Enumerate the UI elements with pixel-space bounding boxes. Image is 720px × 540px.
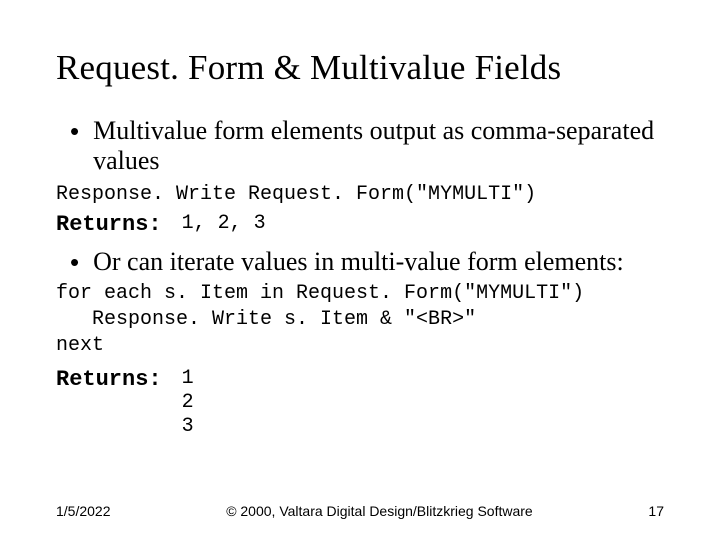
bullet-1-text: Multivalue form elements output as comma… <box>93 116 664 176</box>
code-block-2-line-3: next <box>56 333 664 359</box>
footer-date: 1/5/2022 <box>56 503 111 519</box>
footer-copyright: © 2000, Valtara Digital Design/Blitzkrie… <box>226 503 533 520</box>
returns-value-2: 1 2 3 <box>182 367 194 439</box>
returns-1: Returns: 1, 2, 3 <box>56 212 664 237</box>
slide-footer: 1/5/2022 © 2000, Valtara Digital Design/… <box>0 503 720 520</box>
code-block-2-line-1: for each s. Item in Request. Form("MYMUL… <box>56 281 664 307</box>
code-block-1: Response. Write Request. Form("MYMULTI") <box>56 182 664 208</box>
slide-title: Request. Form & Multivalue Fields <box>56 48 664 88</box>
returns-label-1: Returns: <box>56 212 182 237</box>
returns-2: Returns: 1 2 3 <box>56 367 664 439</box>
returns-label-2: Returns: <box>56 367 182 392</box>
bullet-2: • Or can iterate values in multi-value f… <box>56 247 664 277</box>
bullet-dot-icon: • <box>56 116 93 146</box>
bullet-1: • Multivalue form elements output as com… <box>56 116 664 176</box>
returns-value-1: 1, 2, 3 <box>182 212 266 235</box>
bullet-dot-icon: • <box>56 247 93 277</box>
code-block-2-line-2: Response. Write s. Item & "<BR>" <box>56 307 664 333</box>
footer-page-number: 17 <box>648 503 664 519</box>
bullet-2-text: Or can iterate values in multi-value for… <box>93 247 624 277</box>
